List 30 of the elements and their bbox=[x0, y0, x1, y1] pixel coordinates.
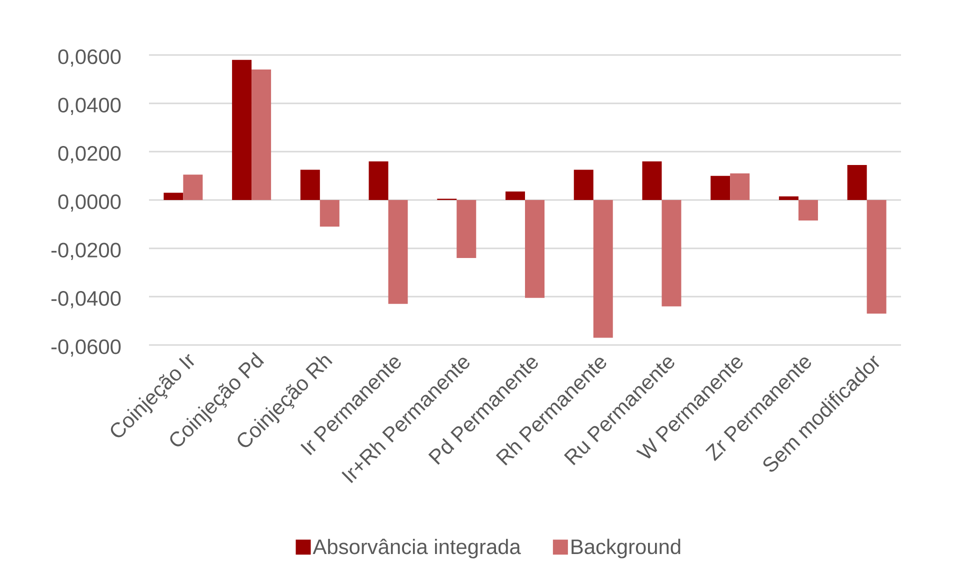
bar bbox=[730, 173, 750, 200]
legend-label: Absorvância integrada bbox=[312, 538, 521, 558]
legend-label: Background bbox=[572, 538, 680, 558]
bar bbox=[710, 176, 730, 200]
y-tick-label: 0,0200 bbox=[58, 146, 121, 164]
y-tick-label: -0,0600 bbox=[51, 339, 121, 357]
bar bbox=[252, 70, 272, 200]
y-tick-label: -0,0200 bbox=[51, 242, 121, 260]
bar bbox=[183, 174, 203, 200]
bar bbox=[456, 200, 476, 258]
bar bbox=[662, 200, 682, 306]
bar bbox=[164, 192, 184, 200]
bar bbox=[232, 60, 252, 200]
bar bbox=[778, 196, 798, 200]
bar bbox=[388, 200, 408, 304]
y-tick-label: 0,0400 bbox=[58, 98, 121, 115]
bar bbox=[847, 164, 867, 200]
y-tick-label: -0,0400 bbox=[51, 291, 121, 308]
bar bbox=[320, 200, 340, 227]
bar bbox=[642, 161, 662, 200]
bar bbox=[593, 200, 613, 338]
y-tick-label: 0,0600 bbox=[58, 49, 121, 67]
bar bbox=[300, 170, 320, 200]
bar bbox=[525, 200, 545, 298]
bar bbox=[574, 170, 594, 200]
bar bbox=[368, 161, 388, 200]
bar bbox=[506, 192, 526, 200]
bar bbox=[798, 200, 818, 221]
bar bbox=[866, 200, 886, 314]
y-tick-label: 0,0000 bbox=[58, 194, 121, 212]
